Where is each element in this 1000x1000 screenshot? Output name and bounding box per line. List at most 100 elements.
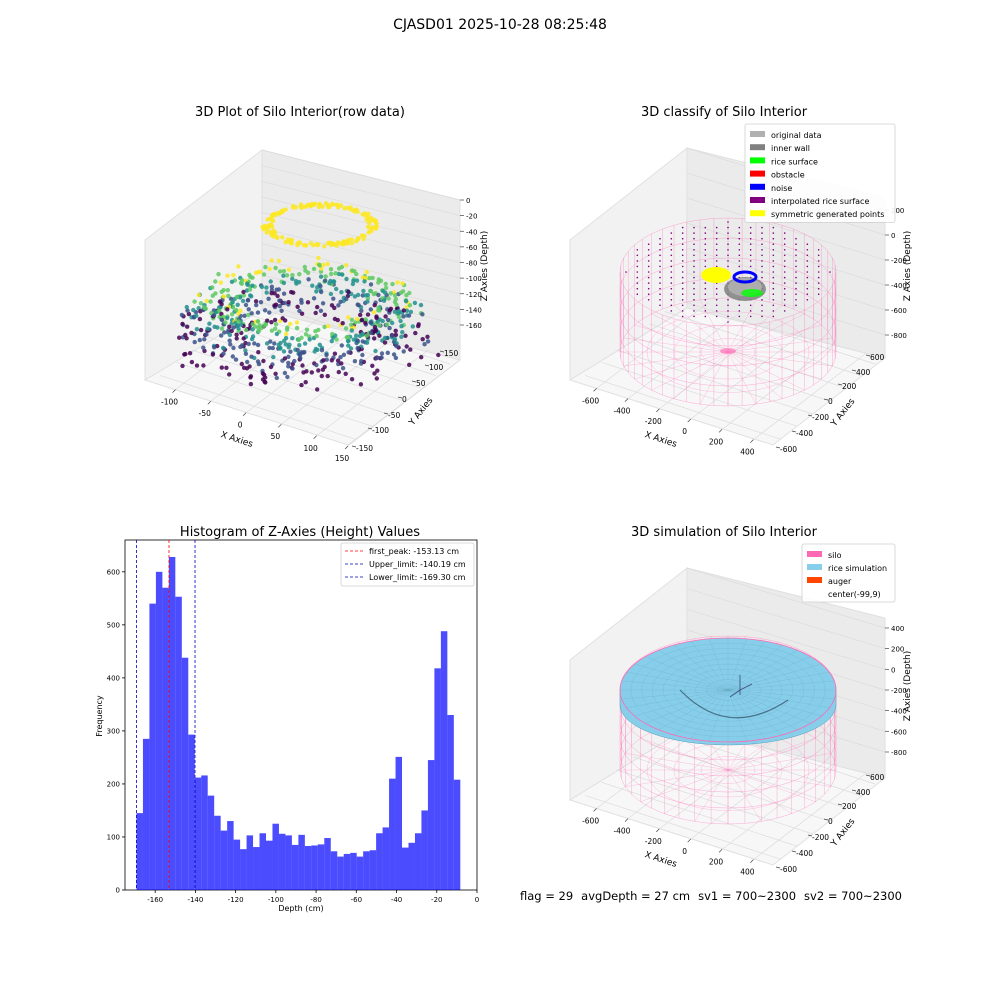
data-point <box>339 343 344 348</box>
x-tick-label: -600 <box>582 816 599 825</box>
legend-label: interpolated rice surface <box>771 197 869 206</box>
data-point <box>265 217 270 222</box>
data-point <box>248 381 254 387</box>
gridline <box>649 743 846 809</box>
y-tick-mark <box>775 866 781 869</box>
gridline <box>686 197 886 261</box>
data-point <box>394 343 399 349</box>
data-point <box>378 278 384 283</box>
data-point <box>289 289 294 295</box>
interpolated-surface-point <box>647 299 650 301</box>
data-point <box>346 315 351 320</box>
interpolated-surface-point <box>659 254 661 257</box>
interpolated-surface-point <box>715 315 718 318</box>
data-point <box>345 205 350 211</box>
data-point <box>304 369 309 374</box>
data-point <box>234 307 239 313</box>
data-point <box>410 324 415 329</box>
data-point <box>330 331 335 337</box>
data-point <box>225 273 230 278</box>
data-point <box>256 350 261 355</box>
histogram-bar <box>278 833 286 890</box>
interpolated-surface-point <box>727 315 729 318</box>
x-tick-label: -40 <box>391 896 402 904</box>
data-point <box>422 342 427 347</box>
data-point <box>270 232 275 237</box>
y-tick-label: 300 <box>107 727 120 735</box>
gridline <box>191 349 388 415</box>
data-point <box>252 341 257 346</box>
data-point <box>273 371 278 376</box>
interpolated-surface-point <box>659 282 661 284</box>
interpolated-surface-point <box>659 265 661 268</box>
rice-mesh-spoke <box>673 689 729 736</box>
x-tick-label: 200 <box>709 437 724 446</box>
rice-mesh-spoke <box>727 689 822 717</box>
data-point <box>359 308 364 313</box>
data-point <box>387 308 392 313</box>
data-point <box>393 332 399 338</box>
interpolated-surface-point <box>817 287 820 290</box>
data-point <box>329 271 334 277</box>
rice-mesh-spoke <box>690 689 729 739</box>
figure-title: CJASD01 2025-10-28 08:25:48 <box>393 17 607 33</box>
data-point <box>358 312 363 318</box>
x-tick-label: -120 <box>228 896 244 904</box>
data-point <box>315 387 320 392</box>
data-point <box>387 325 392 331</box>
interpolated-surface-point <box>715 260 718 262</box>
data-point <box>249 354 254 359</box>
y-tick-mark <box>367 427 373 430</box>
data-point <box>281 269 287 274</box>
data-point <box>374 355 380 361</box>
data-point <box>191 307 196 313</box>
data-point <box>277 211 282 216</box>
gridline <box>690 752 803 840</box>
interpolated-surface-point <box>761 232 763 234</box>
interpolated-surface-point <box>761 260 763 262</box>
data-point <box>425 339 431 344</box>
data-point <box>284 331 289 337</box>
histogram-bar <box>304 845 312 890</box>
data-point <box>354 271 359 277</box>
data-point <box>194 327 200 332</box>
data-point <box>340 366 346 371</box>
interpolated-surface-point <box>772 282 775 284</box>
x-tick-mark <box>750 859 754 863</box>
data-point <box>346 343 351 348</box>
data-point <box>413 330 418 336</box>
data-point <box>338 203 344 208</box>
y-tick-label: 400 <box>856 788 871 797</box>
data-point <box>346 289 351 295</box>
data-point <box>384 322 390 327</box>
interpolated-surface-point <box>795 293 797 296</box>
data-point <box>329 242 334 248</box>
interpolated-surface-point <box>783 243 786 245</box>
gridline <box>261 165 461 216</box>
gridline <box>753 773 866 860</box>
data-point <box>236 319 241 324</box>
interpolated-surface-point <box>749 254 752 257</box>
y-tick-label: 600 <box>107 568 120 576</box>
data-point <box>407 290 412 296</box>
z-tick-label: 200 <box>891 207 904 215</box>
y-tick-mark <box>424 364 430 367</box>
classify-plot-title: 3D classify of Silo Interior <box>641 105 808 120</box>
data-point <box>344 276 349 282</box>
data-point <box>302 350 307 355</box>
gridline <box>686 567 886 629</box>
data-point <box>246 307 251 312</box>
data-point <box>288 349 293 354</box>
interpolated-surface-point <box>636 276 639 279</box>
data-point <box>274 375 279 381</box>
data-point <box>222 330 227 335</box>
data-point <box>241 293 247 298</box>
data-point <box>242 313 247 318</box>
interpolated-surface-point <box>772 260 775 262</box>
data-point <box>219 333 224 338</box>
data-point <box>275 293 280 299</box>
interpolated-surface-point <box>772 310 775 312</box>
data-point <box>370 275 375 281</box>
interpolated-surface-point <box>704 265 707 268</box>
histogram-bar <box>194 777 202 890</box>
